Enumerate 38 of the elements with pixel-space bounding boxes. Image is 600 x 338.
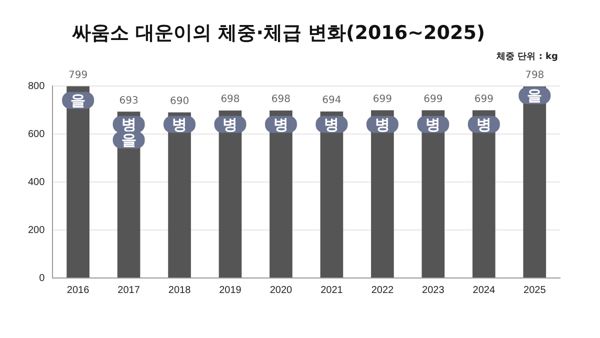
data-label: 699 [474,94,494,105]
y-tick-label: 400 [28,176,46,188]
x-tick-label: 2019 [219,284,242,296]
data-label: 798 [525,70,544,82]
y-tick-label: 0 [39,272,46,284]
x-tick-label: 2024 [472,284,496,296]
chart-subtitle: 체중 단위 : kg [496,51,558,63]
annotation: 병 [476,115,492,134]
data-label: 698 [271,94,291,106]
data-label: 698 [220,94,240,106]
data-label: 690 [170,96,190,107]
x-tick-label: 2018 [168,284,192,296]
data-label: 699 [424,94,443,105]
x-tick-label: 2016 [66,284,90,296]
annotation: 을 [70,91,86,110]
x-tick-label: 2022 [371,284,394,296]
y-tick-label: 800 [28,80,46,92]
annotation: 을 [527,86,542,104]
annotation: 병 [121,115,136,134]
annotation: 병 [172,115,188,134]
annotation: 병 [273,115,288,134]
data-label: 693 [119,95,138,106]
annotation: 병 [426,115,441,134]
x-tick-label: 2021 [320,284,344,296]
y-tick-label: 600 [28,128,46,140]
x-tick-label: 2020 [270,284,293,296]
x-tick-label: 2023 [422,284,445,296]
data-label: 799 [68,70,88,81]
chart-title: 싸움소 대운이의 체중·체급 변화(2016~2025) [72,21,486,46]
annotation: 병 [324,115,340,134]
x-tick-label: 2025 [524,284,546,296]
data-label: 699 [372,94,392,105]
data-label: 694 [322,95,342,106]
y-tick-label: 200 [28,224,46,236]
annotation: 병 [222,115,238,134]
annotation: 병 [374,115,390,134]
annotation: 을 [121,130,136,149]
x-tick-label: 2017 [118,284,140,296]
